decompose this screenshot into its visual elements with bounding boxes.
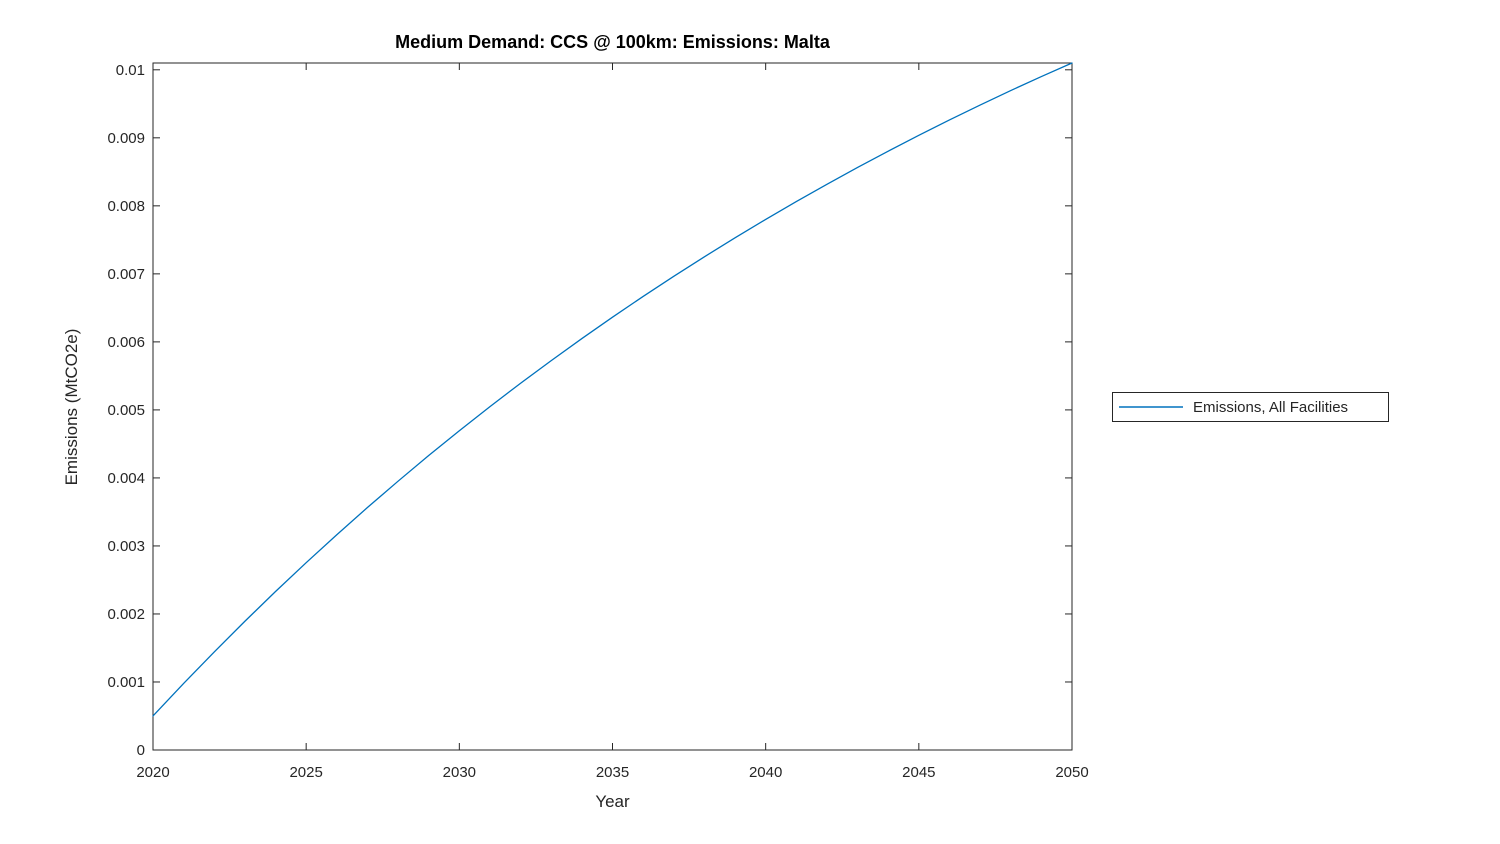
x-tick-label: 2035 bbox=[596, 764, 629, 781]
y-tick-label: 0.005 bbox=[107, 402, 145, 419]
axes-box bbox=[152, 62, 1073, 751]
y-tick-label: 0.001 bbox=[107, 674, 145, 691]
chart-title: Medium Demand: CCS @ 100km: Emissions: M… bbox=[395, 32, 830, 52]
y-tick-label: 0.01 bbox=[116, 62, 145, 79]
x-tick-label: 2030 bbox=[443, 764, 476, 781]
x-tick-label: 2020 bbox=[136, 764, 169, 781]
x-tick-label: 2050 bbox=[1055, 764, 1088, 781]
emissions-line bbox=[152, 62, 1073, 717]
legend: Emissions, All Facilities bbox=[1112, 392, 1389, 422]
y-tick-label: 0.002 bbox=[107, 606, 145, 623]
x-tick-label: 2045 bbox=[902, 764, 935, 781]
y-tick-label: 0 bbox=[137, 742, 145, 759]
y-tick-label: 0.008 bbox=[107, 198, 145, 215]
y-tick-label: 0.006 bbox=[107, 334, 145, 351]
x-tick-label: 2040 bbox=[749, 764, 782, 781]
y-tick-label: 0.009 bbox=[107, 130, 145, 147]
x-tick-label: 2025 bbox=[289, 764, 322, 781]
legend-line-sample bbox=[1119, 406, 1183, 408]
y-tick-label: 0.004 bbox=[107, 470, 145, 487]
legend-label: Emissions, All Facilities bbox=[1193, 398, 1349, 416]
y-tick-label: 0.007 bbox=[107, 266, 145, 283]
x-axis-label: Year bbox=[595, 792, 630, 811]
y-tick-label: 0.003 bbox=[107, 538, 145, 555]
